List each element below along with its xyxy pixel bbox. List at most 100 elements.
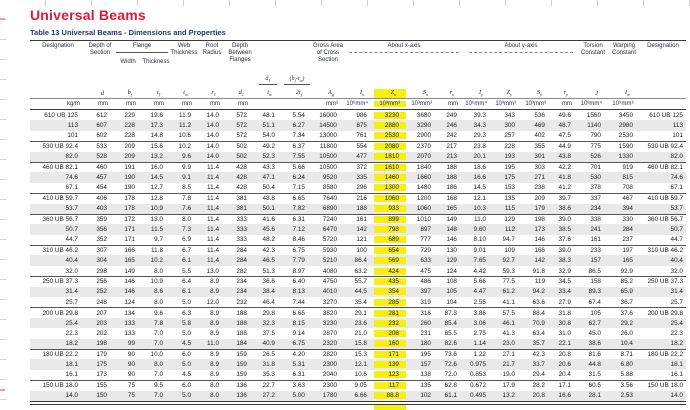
value-cell: 16.0 xyxy=(150,164,163,172)
value-cell: 45.0 xyxy=(588,329,601,337)
value-cell: 32.3 xyxy=(262,319,275,327)
designation-cell-left: 74.6 xyxy=(65,174,78,182)
value-cell: 11800 xyxy=(319,143,337,151)
value-cell: 146 xyxy=(534,236,545,244)
value-cell: 54.0 xyxy=(262,132,275,140)
value-cell: 44.9 xyxy=(558,143,571,151)
value-cell: 33.4 xyxy=(558,288,571,296)
value-cell: 72.0 xyxy=(444,371,457,379)
value-cell: 37.5 xyxy=(262,329,275,337)
value-cell: 123 xyxy=(374,371,406,379)
value-cell: 216 xyxy=(356,195,367,203)
value-cell: 146 xyxy=(124,278,135,286)
value-cell: 23.6 xyxy=(354,319,367,327)
value-cell: 708 xyxy=(622,184,633,192)
value-cell: 1660 xyxy=(416,174,431,182)
value-cell: 11.2 xyxy=(179,122,191,130)
designation-cell-right: 530 UB 92.4 xyxy=(647,143,683,151)
value-cell: 777 xyxy=(420,236,431,244)
value-cell: 6.65 xyxy=(292,195,305,203)
value-cell: 29.4 xyxy=(532,371,545,379)
table-bottom-rule xyxy=(30,400,686,405)
value-cell: 39.3 xyxy=(473,111,486,119)
col-header-designation-left: Designation xyxy=(42,43,74,49)
page-title: Universal Beams xyxy=(30,7,146,23)
value-cell: 135 xyxy=(504,195,515,203)
value-cell: 232 xyxy=(236,298,247,306)
value-cell: 48.2 xyxy=(262,236,275,244)
value-cell: 285 xyxy=(374,298,406,306)
value-cell: 188 xyxy=(446,174,457,182)
value-cell: 526 xyxy=(590,153,601,161)
value-cell: 7.34 xyxy=(292,132,305,140)
value-cell: 48.8 xyxy=(262,195,275,203)
value-cell: 13.0 xyxy=(150,216,163,224)
value-cell: 13000 xyxy=(319,132,337,140)
value-cell: 284 xyxy=(236,247,247,255)
designation-cell-left: 460 UB 82.1 xyxy=(42,164,78,172)
symbol-cell: 2tf xyxy=(295,88,302,97)
value-cell: 8.0 xyxy=(154,267,163,275)
value-cell: 5.0 xyxy=(182,361,191,369)
value-cell: 209 xyxy=(124,143,135,151)
value-cell: 31.0 xyxy=(558,329,571,337)
designation-cell-right: 18.2 xyxy=(670,340,683,348)
value-cell: 91.8 xyxy=(532,267,545,275)
value-cell: 46.4 xyxy=(262,298,275,306)
col-group-about-y-axis: About y-axis xyxy=(464,41,578,85)
col-header-d1-over-tw: d1 xyxy=(254,41,282,85)
value-cell: 5.00 xyxy=(292,392,305,400)
value-cell: 343 xyxy=(504,111,515,119)
value-cell: 62.8 xyxy=(444,382,457,390)
value-cell: 28.1 xyxy=(588,392,601,400)
value-cell: 335 xyxy=(356,174,367,182)
value-cell: 689 xyxy=(374,236,406,244)
value-cell: 4750 xyxy=(322,278,337,286)
value-cell: 10.9 xyxy=(150,278,163,286)
value-cell: 8.9 xyxy=(210,329,219,337)
value-cell: 86.4 xyxy=(354,257,367,265)
value-cell: 469 xyxy=(534,122,545,130)
fraction-numerator-bf-tw: (bf-tw) xyxy=(283,76,311,85)
value-cell: 402 xyxy=(534,132,545,140)
value-cell: 1060 xyxy=(416,205,431,213)
value-cell: 150 xyxy=(96,392,107,400)
value-cell: 49.6 xyxy=(558,111,571,119)
value-cell: 5930 xyxy=(322,247,337,255)
value-cell: 13.0 xyxy=(206,267,219,275)
value-cell: 29.3 xyxy=(473,132,486,140)
value-cell: 2370 xyxy=(416,143,431,151)
designation-cell-right: 14.0 xyxy=(670,392,683,400)
value-cell: 7.65 xyxy=(473,257,486,265)
table-row: 180 UB 22.2 179 90 10.0 6.0 8.9 159 26.5 4.20 282… xyxy=(30,348,686,360)
value-cell: 208 xyxy=(374,329,406,337)
value-cell: 7.55 xyxy=(292,153,305,161)
value-cell: 171 xyxy=(374,351,406,359)
value-cell: 460 xyxy=(96,164,107,172)
value-cell: 191 xyxy=(124,164,135,172)
col-header-root-radius: Root Radius xyxy=(202,43,222,57)
value-cell: 47.5 xyxy=(558,132,571,140)
table-row: 50.7 356 171 11.5 7.3 11.4 333 45.6 7.12 6470 142 7… xyxy=(30,224,686,235)
value-cell: 90 xyxy=(127,361,135,369)
value-cell: 1010 xyxy=(416,216,431,224)
value-cell: 533 xyxy=(96,143,107,151)
value-cell: 3230 xyxy=(322,319,337,327)
designation-cell-right: 200 UB 29.8 xyxy=(647,309,683,317)
value-cell: 790 xyxy=(590,132,601,140)
value-cell: 282 xyxy=(236,267,247,275)
value-cell: 10.2 xyxy=(150,257,163,265)
value-cell: 166 xyxy=(534,247,545,255)
value-cell: 5.0 xyxy=(182,298,191,306)
value-cell: 26.5 xyxy=(262,351,275,359)
value-cell: 9.9 xyxy=(182,164,191,172)
value-cell: 90 xyxy=(127,351,135,359)
value-cell: 6.9 xyxy=(182,236,191,244)
value-cell: 0.853 xyxy=(470,371,486,379)
value-cell: 190 xyxy=(124,184,135,192)
value-cell: 303 xyxy=(534,164,545,172)
value-cell: 6.37 xyxy=(292,143,305,151)
unit-cell: mm xyxy=(448,101,458,107)
value-cell: 5.8 xyxy=(182,319,191,327)
value-cell: 381 xyxy=(236,205,247,213)
